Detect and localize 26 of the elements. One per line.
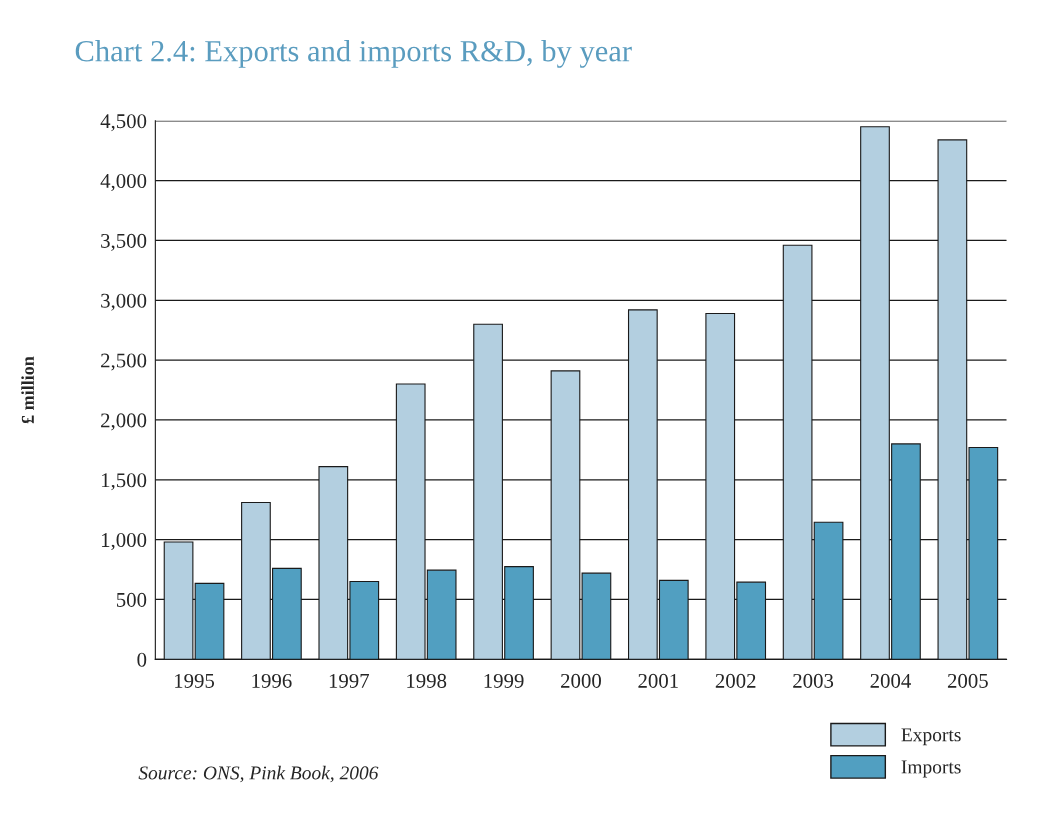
x-tick-label: 2003 bbox=[793, 673, 834, 688]
x-tick-label: 1995 bbox=[175, 673, 215, 688]
legend-label: Exports bbox=[901, 728, 961, 746]
x-tick-label: 2002 bbox=[715, 673, 756, 688]
y-tick-label: 0 bbox=[137, 652, 147, 667]
x-tick-label: 2005 bbox=[947, 673, 988, 688]
chart-title: Chart 2.4: Exports and imports R&D, by year bbox=[75, 40, 632, 68]
x-tick-label: 1998 bbox=[407, 673, 447, 688]
source-note: Source: ONS, Pink Book, 2006 bbox=[138, 765, 379, 783]
y-tick-label: 3,000 bbox=[101, 293, 147, 311]
y-tick-label: 2,500 bbox=[101, 353, 147, 371]
legend-label: Imports bbox=[901, 760, 961, 778]
y-axis-title: £ million bbox=[21, 356, 34, 424]
x-tick-label: 2001 bbox=[638, 673, 678, 688]
y-tick-label: 2,000 bbox=[101, 413, 147, 431]
y-tick-label: 4,500 bbox=[100, 114, 147, 132]
x-tick-label: 1996 bbox=[252, 673, 292, 688]
y-tick-label: 1,000 bbox=[101, 533, 147, 551]
y-tick-label: 500 bbox=[116, 592, 147, 607]
y-tick-label: 1,500 bbox=[101, 473, 147, 491]
x-tick-label: 1999 bbox=[484, 673, 524, 688]
y-tick-label: 3,500 bbox=[101, 233, 147, 251]
x-tick-label: 2000 bbox=[561, 673, 601, 688]
y-tick-label: 4,000 bbox=[100, 173, 147, 192]
x-tick-label: 2004 bbox=[870, 673, 911, 688]
x-tick-label: 1997 bbox=[329, 673, 370, 688]
